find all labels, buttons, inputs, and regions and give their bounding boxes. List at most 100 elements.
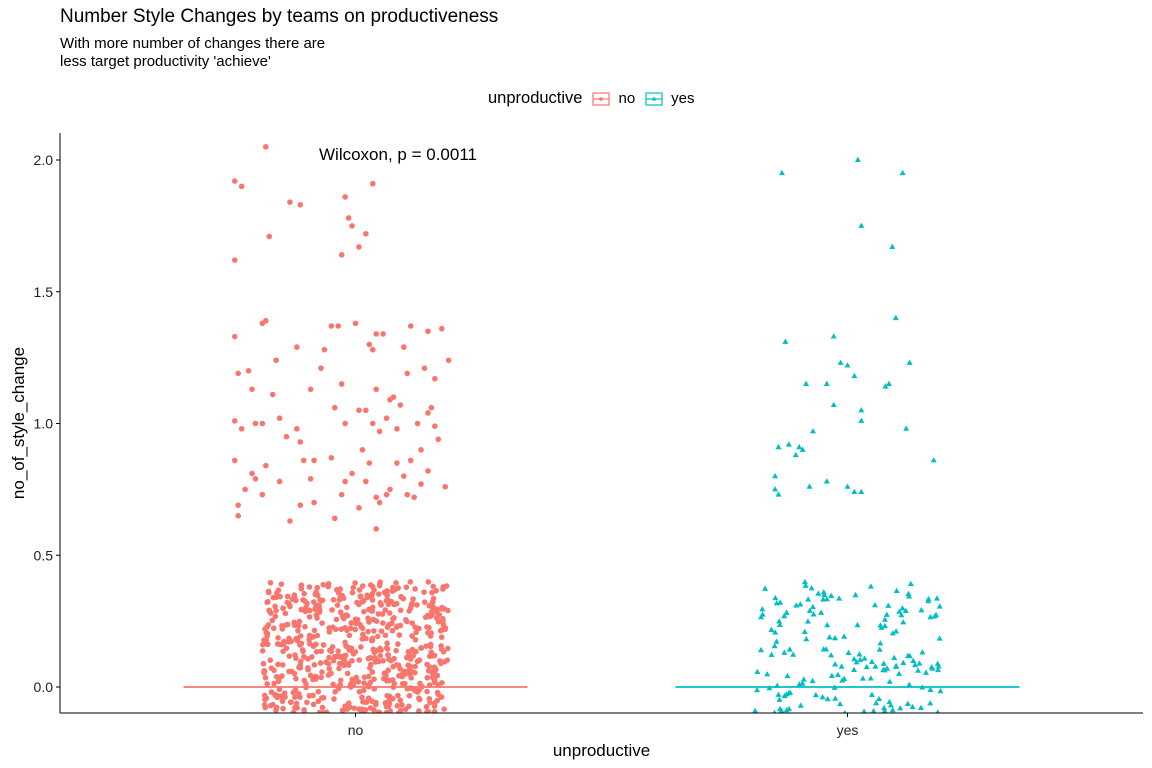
point-no xyxy=(361,674,368,680)
point-yes xyxy=(844,362,851,368)
point-no xyxy=(369,420,376,427)
point-yes xyxy=(792,451,799,458)
point-yes xyxy=(786,705,793,712)
point-yes xyxy=(911,661,918,668)
point-yes xyxy=(773,638,780,644)
point-yes xyxy=(790,651,797,657)
point-no xyxy=(287,518,293,524)
point-no xyxy=(412,586,418,592)
legend-title: unproductive xyxy=(488,89,583,107)
point-no xyxy=(435,691,441,697)
point-yes xyxy=(918,607,925,613)
point-no xyxy=(235,502,241,508)
point-no xyxy=(442,483,449,490)
point-no xyxy=(313,589,320,595)
point-no xyxy=(385,667,392,674)
point-yes xyxy=(876,695,883,702)
point-no xyxy=(418,447,424,453)
point-yes xyxy=(937,687,944,694)
point-no xyxy=(425,468,431,474)
point-no xyxy=(259,648,266,654)
point-yes xyxy=(889,706,896,713)
point-yes xyxy=(915,667,922,673)
point-no xyxy=(273,357,279,364)
point-no xyxy=(366,460,373,466)
point-yes xyxy=(902,607,909,613)
point-no xyxy=(383,415,390,422)
point-no xyxy=(294,344,300,350)
point-no xyxy=(273,707,279,713)
point-no xyxy=(306,584,313,590)
point-no xyxy=(432,375,438,382)
point-no xyxy=(288,638,295,645)
point-no xyxy=(360,597,367,604)
point-no xyxy=(292,687,299,693)
point-no xyxy=(352,320,359,327)
point-no xyxy=(296,618,303,625)
point-no xyxy=(346,632,353,639)
point-yes xyxy=(766,684,773,691)
point-yes xyxy=(896,608,903,614)
point-no xyxy=(289,596,296,603)
y-tick-label-1.0: 1.0 xyxy=(34,416,54,432)
point-no xyxy=(335,590,342,596)
point-no xyxy=(341,658,347,664)
point-no xyxy=(348,620,354,626)
point-no xyxy=(238,183,245,190)
point-no xyxy=(334,602,341,608)
point-yes xyxy=(900,659,907,666)
point-yes xyxy=(823,595,830,602)
point-yes xyxy=(810,611,817,617)
point-yes xyxy=(936,635,943,641)
point-no xyxy=(388,598,395,605)
subtitle-line-2: less target productivity 'achieve' xyxy=(60,53,271,70)
point-yes xyxy=(898,611,905,618)
point-no xyxy=(390,394,397,400)
point-no xyxy=(287,699,294,705)
point-no xyxy=(369,608,376,614)
point-no xyxy=(263,629,270,636)
point-no xyxy=(267,657,274,664)
point-yes xyxy=(754,686,761,693)
point-no xyxy=(261,637,267,643)
point-no xyxy=(342,478,348,485)
point-yes xyxy=(907,580,914,587)
point-yes xyxy=(832,634,839,641)
point-no xyxy=(315,688,322,695)
point-yes xyxy=(776,696,783,702)
point-no xyxy=(273,607,279,614)
point-no xyxy=(273,594,280,601)
point-yes xyxy=(867,675,874,681)
point-no xyxy=(335,323,342,329)
point-no xyxy=(314,615,320,621)
point-no xyxy=(265,622,272,628)
point-no xyxy=(404,618,410,625)
point-yes xyxy=(868,691,875,697)
point-no xyxy=(395,641,401,647)
point-yes xyxy=(772,709,777,713)
point-no xyxy=(360,631,366,638)
point-no xyxy=(336,665,342,672)
point-no xyxy=(272,603,278,610)
point-no xyxy=(298,640,305,647)
point-yes xyxy=(889,243,896,249)
point-no xyxy=(263,462,269,469)
point-no xyxy=(441,658,448,665)
point-no xyxy=(264,641,271,648)
point-no xyxy=(362,707,369,713)
point-no xyxy=(266,233,273,240)
point-no xyxy=(297,633,304,639)
point-yes xyxy=(857,656,864,662)
point-no xyxy=(262,675,269,681)
point-no xyxy=(412,663,418,670)
point-no xyxy=(349,223,355,229)
point-no xyxy=(352,649,359,655)
point-no xyxy=(438,643,444,649)
point-no xyxy=(280,605,286,612)
point-no xyxy=(291,619,298,626)
point-no xyxy=(365,673,372,680)
point-no xyxy=(386,696,393,703)
point-no xyxy=(365,683,372,690)
point-no xyxy=(369,591,376,597)
point-no xyxy=(366,341,373,348)
